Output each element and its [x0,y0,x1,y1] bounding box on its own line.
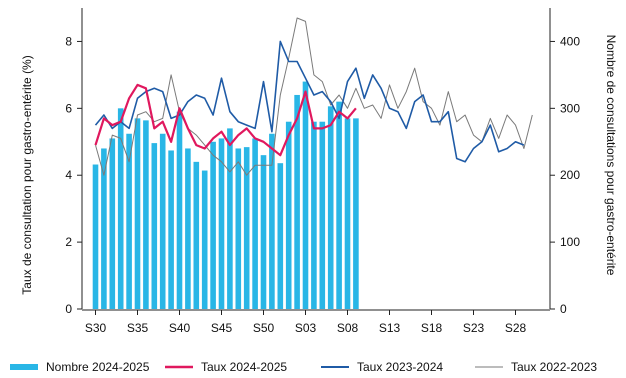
lines [94,17,533,176]
bar [168,150,174,309]
bar [101,148,107,309]
y-tick-label: 8 [65,34,72,48]
y2-tick-label: 400 [560,34,580,48]
bar [277,163,284,309]
bar [353,118,359,309]
y2-tick-label: 100 [560,235,580,249]
x-tick-label: S23 [463,321,485,335]
y-tick-label: 0 [65,302,72,316]
series-line [95,17,533,176]
series-line [94,40,525,163]
legend-swatch [10,364,38,370]
bar [210,141,216,309]
legend-label: Taux 2022-2023 [511,360,597,374]
bar [159,133,166,309]
y-tick-label: 6 [65,101,72,115]
bar [252,138,258,309]
bar [319,121,326,309]
bar [269,133,275,309]
bar [235,148,242,309]
axes: 0 2 4 6 8 0 100 200 300 400 S30 S35 S40 S45 S50 S03 S08 S… [65,8,580,335]
legend-label: Taux 2023-2024 [357,360,443,374]
bar [227,128,233,309]
legend-label: Nombre 2024-2025 [46,360,150,374]
bar [243,147,250,309]
y2-tick-label: 0 [560,302,567,316]
bar [336,101,342,310]
bar [294,94,300,309]
bar [327,106,334,310]
bar [117,108,124,309]
bar [260,155,267,309]
bar [285,121,292,309]
x-tick-label: S28 [505,321,527,335]
bar [143,120,149,309]
bar [201,170,208,309]
legend-label: Taux 2024-2025 [201,360,287,374]
legend: Nombre 2024-2025 Taux 2024-2025 Taux 2023-… [10,360,597,374]
y2-tick-label: 300 [560,101,580,115]
y-tick-label: 4 [65,168,72,182]
bar [185,148,191,309]
bar [302,81,309,309]
x-tick-label: S50 [253,321,275,335]
bar [311,121,317,309]
x-tick-label: S35 [127,321,149,335]
bar [344,118,351,309]
x-tick-label: S18 [421,321,443,335]
bars [92,81,359,310]
x-tick-label: S30 [85,321,107,335]
bar [151,143,158,309]
y-axis-title: Taux de consultation pour gastro-entérit… [20,55,34,294]
bar [126,133,132,309]
y2-tick-label: 200 [560,168,580,182]
series-line [94,83,357,157]
bar [109,138,116,309]
x-tick-label: S08 [337,321,359,335]
y-tick-label: 2 [65,235,72,249]
y2-axis-title: Nombre de consultations pour gastro-enté… [604,35,618,276]
bar [92,164,99,309]
bar [218,138,225,309]
x-tick-label: S03 [295,321,317,335]
bar [193,161,200,309]
x-tick-label: S40 [169,321,191,335]
bar [134,118,141,309]
bar [176,111,183,309]
x-tick-label: S45 [211,321,233,335]
x-tick-label: S13 [379,321,401,335]
